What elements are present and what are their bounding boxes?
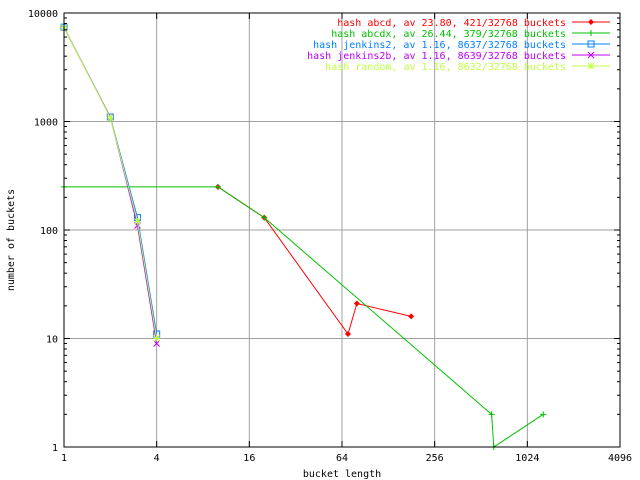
x-tick-label: 1024 bbox=[515, 453, 539, 464]
x-tick-label: 1 bbox=[61, 453, 67, 464]
data-point bbox=[587, 40, 595, 48]
plot-border bbox=[63, 12, 621, 448]
series-0 bbox=[214, 183, 415, 338]
y-axis-label: number of buckets bbox=[6, 189, 17, 291]
y-tick-label: 1000 bbox=[34, 118, 58, 129]
data-point bbox=[261, 214, 268, 221]
y-tick-label: 100 bbox=[40, 226, 58, 237]
series-line bbox=[217, 186, 412, 336]
data-point bbox=[587, 51, 595, 59]
square-marker bbox=[587, 40, 595, 48]
star-marker bbox=[106, 114, 114, 122]
series-line bbox=[63, 27, 158, 344]
x-tick-label: 4096 bbox=[608, 453, 632, 464]
star-marker bbox=[153, 335, 161, 342]
x-axis-label: bucket length bbox=[303, 469, 381, 480]
series-line bbox=[64, 186, 544, 448]
data-point bbox=[540, 411, 547, 418]
data-point bbox=[588, 30, 594, 36]
diamond-marker bbox=[344, 331, 351, 338]
legend: hash abcd, av 23.80, 421/32768 bucketsha… bbox=[307, 18, 610, 73]
legend-label: hash jenkins2, av 1.16, 8637/32768 bucke… bbox=[313, 40, 566, 51]
plus-marker bbox=[540, 411, 547, 418]
data-point bbox=[344, 331, 351, 338]
star-marker bbox=[587, 62, 595, 70]
plus-marker bbox=[588, 30, 594, 36]
data-point bbox=[153, 335, 161, 342]
tick-labels: 1 4 16 64 256 1024 4096 1 10 100 1000 10000 bbox=[28, 9, 632, 464]
legend-entry: hash random, av 1.16, 8632/32768 buckets bbox=[325, 62, 610, 73]
plus-marker bbox=[261, 214, 268, 221]
x-tick-label: 16 bbox=[243, 453, 255, 464]
data-point bbox=[134, 218, 141, 225]
y-tick-label: 10000 bbox=[28, 9, 58, 20]
cross-marker bbox=[153, 340, 161, 347]
x-tick-label: 4 bbox=[154, 453, 160, 464]
data-point bbox=[408, 313, 415, 320]
legend-entry: hash jenkins2b, av 1.16, 8639/32768 buck… bbox=[307, 51, 610, 62]
data-point bbox=[488, 411, 495, 418]
data-point bbox=[587, 62, 595, 70]
y-tick-label: 10 bbox=[46, 335, 58, 346]
series-3 bbox=[60, 24, 161, 347]
series-line bbox=[63, 27, 158, 339]
plus-marker bbox=[488, 411, 495, 418]
x-tick-label: 256 bbox=[426, 453, 444, 464]
legend-entry: hash abcdx, av 26.44, 379/32768 buckets bbox=[331, 29, 610, 40]
diamond-marker bbox=[588, 19, 594, 25]
data-point bbox=[106, 114, 114, 122]
series-1 bbox=[61, 183, 547, 450]
legend-label: hash abcd, av 23.80, 421/32768 buckets bbox=[337, 18, 566, 29]
x-tick-label: 64 bbox=[336, 453, 348, 464]
series-layer bbox=[60, 23, 547, 450]
data-point bbox=[214, 183, 221, 190]
star-marker bbox=[134, 218, 141, 225]
y-tick-label: 1 bbox=[52, 443, 58, 454]
plus-marker bbox=[214, 183, 221, 190]
axes bbox=[63, 12, 621, 448]
legend-entry: hash jenkins2, av 1.16, 8637/32768 bucke… bbox=[313, 40, 610, 51]
legend-label: hash jenkins2b, av 1.16, 8639/32768 buck… bbox=[307, 51, 566, 62]
data-point bbox=[153, 340, 161, 347]
data-point bbox=[588, 19, 594, 25]
series-4 bbox=[60, 24, 161, 342]
grid bbox=[64, 13, 620, 447]
series-2 bbox=[60, 23, 161, 338]
legend-label: hash abcdx, av 26.44, 379/32768 buckets bbox=[331, 29, 566, 40]
diamond-marker bbox=[408, 313, 415, 320]
cross-marker bbox=[587, 51, 595, 59]
legend-entry: hash abcd, av 23.80, 421/32768 buckets bbox=[337, 18, 610, 29]
legend-label: hash random, av 1.16, 8632/32768 buckets bbox=[325, 62, 566, 73]
data-point bbox=[353, 300, 360, 307]
diamond-marker bbox=[353, 300, 360, 307]
series-line bbox=[63, 26, 158, 335]
